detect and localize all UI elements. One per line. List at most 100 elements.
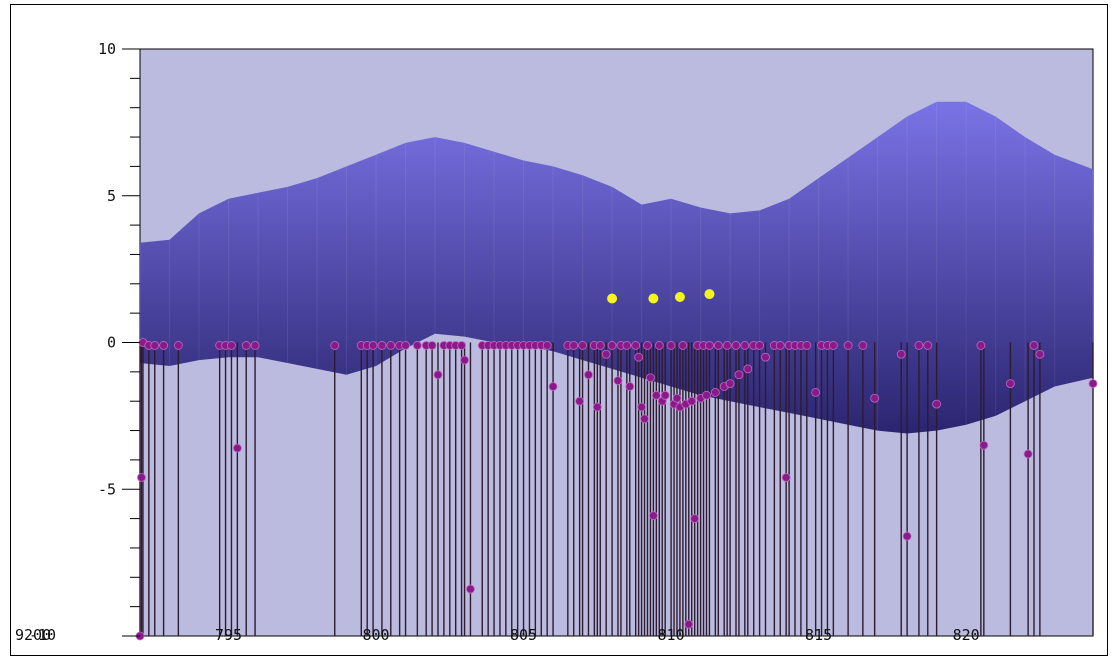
stem-marker xyxy=(368,341,378,350)
stem-marker xyxy=(710,387,720,397)
highlight-layer xyxy=(607,289,715,304)
axes: 10 5 0 -5 795 800 805 810 815 820 xyxy=(98,40,980,644)
x-tick-label: 800 xyxy=(362,626,389,644)
stem-marker xyxy=(457,341,467,350)
corner-label-a: 9200 xyxy=(15,626,51,644)
stem-marker xyxy=(1023,449,1033,459)
stem-marker xyxy=(731,341,741,350)
stem-marker xyxy=(1035,349,1045,359)
stem-marker xyxy=(412,341,422,350)
highlight-point xyxy=(704,289,715,300)
stem-marker xyxy=(651,390,661,400)
surface-band xyxy=(140,101,1093,434)
stem-marker xyxy=(740,341,750,350)
stem-marker xyxy=(646,373,655,383)
stem-marker xyxy=(755,341,764,350)
stem-marker xyxy=(592,402,602,412)
stem-marker xyxy=(377,341,387,350)
corner-label-b: -10 xyxy=(29,626,56,644)
stem-marker xyxy=(433,370,443,380)
stem-marker xyxy=(607,341,617,350)
stem-marker xyxy=(460,355,469,365)
stem-marker xyxy=(569,341,579,350)
stem-marker xyxy=(386,341,396,350)
stem-marker xyxy=(137,473,146,482)
stem-marker xyxy=(858,341,868,350)
stem-marker xyxy=(690,514,700,523)
y-tick-label: 10 xyxy=(98,40,116,58)
stem-marker xyxy=(914,341,924,350)
stem-marker xyxy=(625,382,635,391)
stem-marker xyxy=(250,341,260,350)
stem-marker xyxy=(781,473,791,482)
stem-marker xyxy=(241,341,251,350)
stem-marker xyxy=(654,341,664,350)
scatter-chart: 10 5 0 -5 795 800 805 810 815 820 9200 -10 xyxy=(15,40,1098,644)
stem-marker xyxy=(979,440,989,450)
stem-marker xyxy=(648,511,658,521)
stem-marker xyxy=(811,387,821,397)
stem-marker xyxy=(660,390,670,400)
stem-marker xyxy=(896,349,906,359)
stem-marker xyxy=(932,399,942,409)
y-tick-label: 5 xyxy=(107,187,116,205)
x-tick-label: 805 xyxy=(510,626,537,644)
stem-marker xyxy=(828,341,838,350)
stem-marker xyxy=(802,341,812,350)
y-tick-label: -5 xyxy=(98,480,116,498)
stem-marker xyxy=(401,341,410,350)
stem-marker xyxy=(870,393,880,403)
stem-marker xyxy=(427,341,437,350)
stem-marker xyxy=(743,364,753,374)
stem-marker xyxy=(976,341,986,350)
highlight-point xyxy=(674,292,685,303)
stem-marker xyxy=(466,584,475,594)
stem-marker xyxy=(702,390,711,400)
stem-marker xyxy=(678,341,688,350)
stem-marker xyxy=(548,382,558,391)
stem-marker xyxy=(640,414,649,424)
stem-marker xyxy=(705,341,714,350)
stem-marker xyxy=(734,370,744,380)
stem-marker xyxy=(684,619,694,629)
x-tick-label: 815 xyxy=(805,626,832,644)
stem-marker xyxy=(542,341,552,350)
chart-frame: 10 5 0 -5 795 800 805 810 815 820 9200 -10 xyxy=(10,4,1108,656)
stem-marker xyxy=(578,341,587,350)
stem-marker xyxy=(843,341,853,350)
stem-marker xyxy=(902,531,912,541)
stem-marker xyxy=(637,402,646,412)
stem-marker xyxy=(666,341,676,350)
stem-marker xyxy=(672,393,682,403)
x-tick-label: 810 xyxy=(658,626,685,644)
stem-marker xyxy=(1029,341,1039,350)
highlight-point xyxy=(648,293,659,304)
stem-marker xyxy=(761,352,770,362)
stem-marker xyxy=(713,341,723,350)
stem-marker xyxy=(725,379,735,388)
x-tick-label: 820 xyxy=(953,626,980,644)
stem-marker xyxy=(923,341,933,350)
stem-marker xyxy=(631,341,641,350)
stem-marker xyxy=(613,376,623,386)
stem-marker xyxy=(330,341,340,350)
stem-marker xyxy=(159,341,169,350)
stem-marker xyxy=(601,349,611,359)
stem-marker xyxy=(775,341,785,350)
stem-marker xyxy=(634,352,644,362)
y-tick-label: 0 xyxy=(107,334,116,352)
stem-marker xyxy=(1005,379,1015,388)
stem-marker xyxy=(232,443,242,453)
stem-marker xyxy=(1088,379,1098,388)
stem-layer xyxy=(135,338,1098,641)
stem-marker xyxy=(643,341,652,350)
stem-marker xyxy=(584,370,593,380)
stem-marker xyxy=(575,396,585,406)
stem-marker xyxy=(150,341,160,350)
stem-marker xyxy=(687,396,697,406)
x-tick-label: 795 xyxy=(215,626,242,644)
stem-marker xyxy=(722,341,732,350)
stem-marker xyxy=(227,341,236,350)
stem-marker xyxy=(622,341,632,350)
stem-marker xyxy=(173,341,183,350)
